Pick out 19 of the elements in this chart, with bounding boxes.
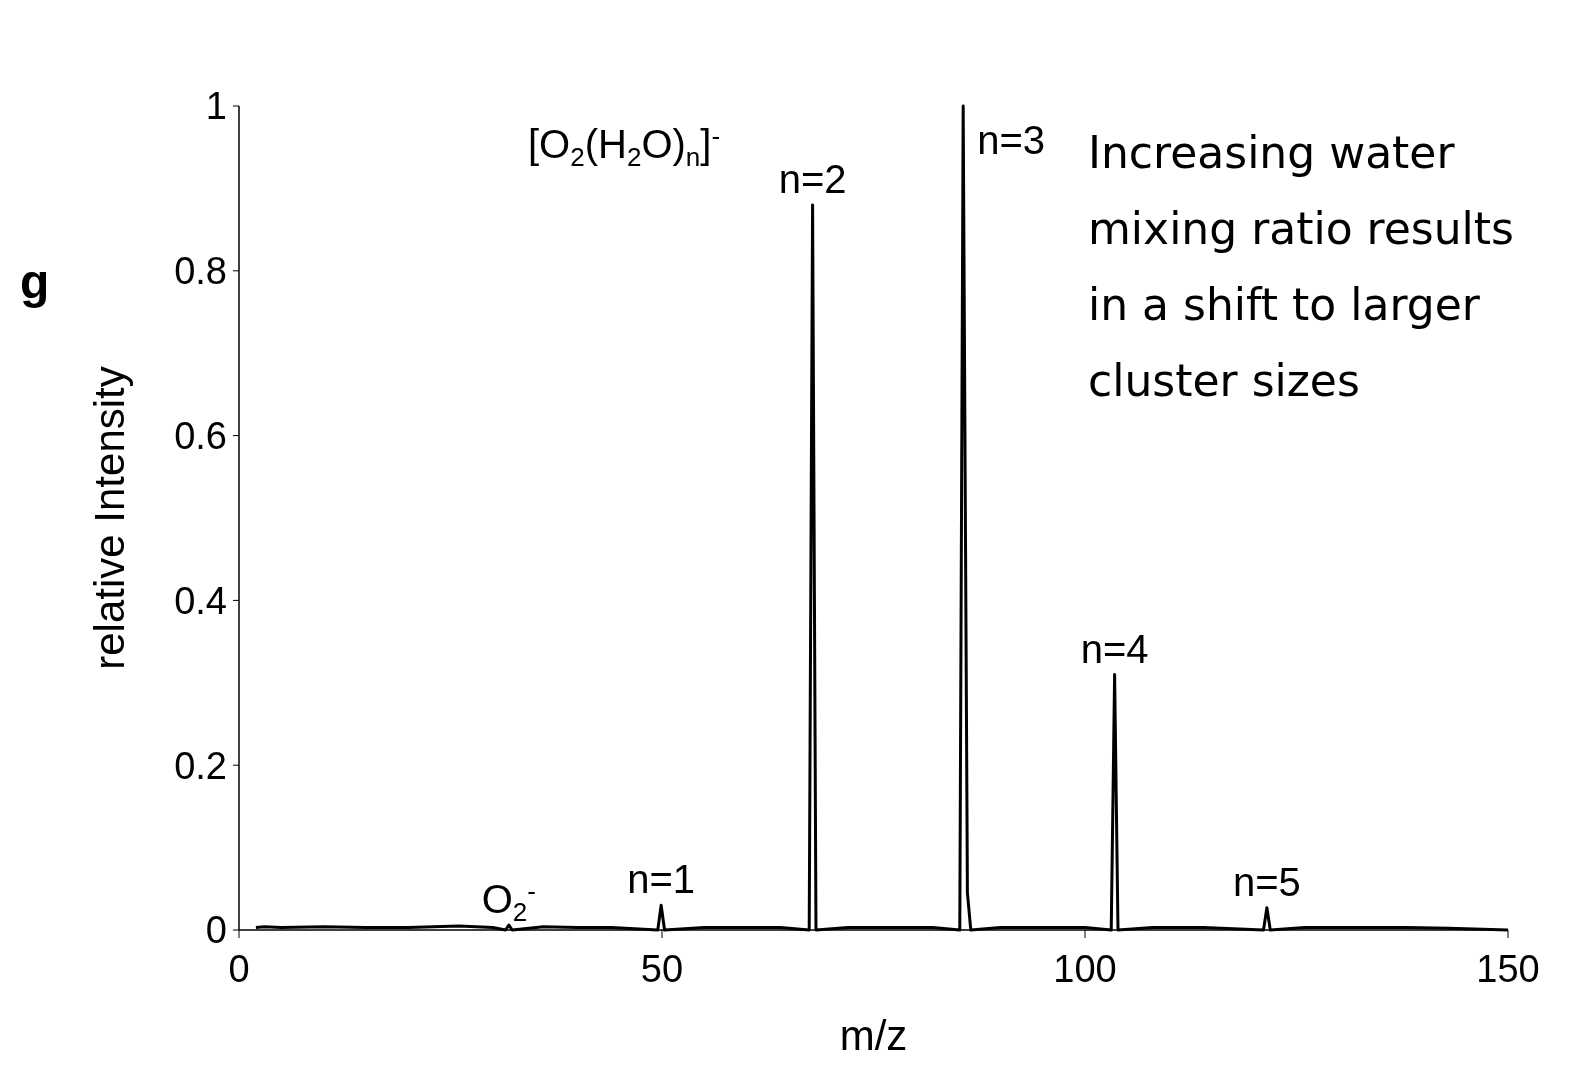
y-tick-label: 0	[205, 909, 227, 952]
y-tick-label: 0.8	[174, 250, 227, 293]
annotation: n=3	[977, 118, 1046, 162]
x-tick-label: 150	[1476, 948, 1540, 990]
x-tick-label: 50	[640, 948, 684, 990]
y-tick-label: 0.2	[174, 744, 227, 787]
annotation: n=2	[778, 156, 847, 201]
y-tick-label: 0.4	[174, 579, 227, 622]
x-axis-title: m/z	[839, 1012, 908, 1059]
annotation: Increasing water mixing ratio results in a shift to larger cluster sizes	[1088, 127, 1514, 406]
text: g	[20, 255, 50, 308]
y-tick-label: 1	[205, 85, 227, 128]
y-tick-label: 0.6	[174, 414, 227, 457]
x-tick-label: 100	[1053, 948, 1117, 990]
y-axis-title: relative Intensity	[86, 366, 133, 670]
annotation: n=5	[1232, 859, 1301, 904]
annotation: n=1	[627, 857, 696, 902]
annotation: n=4	[1080, 626, 1149, 671]
annotation: [O$_{2}$(H$_{2}$O)$_{n}$]$^{-}$	[528, 121, 721, 172]
